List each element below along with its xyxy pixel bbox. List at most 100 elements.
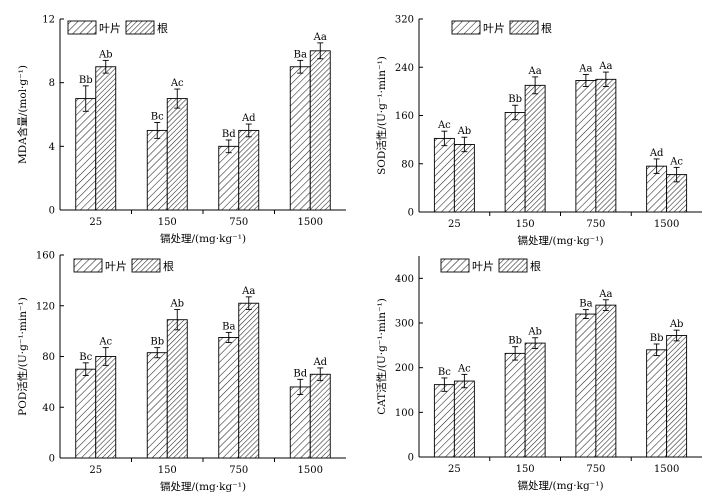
mda-data-label: Aa — [313, 32, 327, 43]
sod-legend-label: 叶片 — [483, 22, 505, 35]
pod-y-tick-label: 80 — [42, 352, 55, 363]
sod-y-tick-label: 320 — [395, 15, 414, 26]
cat-x-tick-label: 25 — [448, 464, 461, 475]
mda-data-label: Bc — [151, 111, 164, 122]
cat-data-label: Bb — [650, 333, 664, 344]
sod-chart-panel: 0 80 160 240 320 25 Ac Ab 150 Bb Aa 750 Aa Aa 1500 Ad Ac… — [356, 0, 712, 249]
mda-bar-root — [95, 66, 117, 211]
pod-x-tick-label: 1500 — [298, 465, 323, 476]
cat-data-label: Aa — [598, 289, 612, 300]
sod-chart: 0 80 160 240 320 25 Ac Ab 150 Bb Aa 750 Aa Aa 1500 Ad Ac… — [375, 15, 702, 247]
pod-bar-root — [95, 356, 117, 459]
pod-data-label: Bb — [150, 337, 164, 348]
sod-bar-root — [453, 143, 475, 213]
sod-y-tick-label: 80 — [401, 159, 414, 170]
mda-y-tick-label: 8 — [49, 78, 55, 89]
mda-x-tick-label: 750 — [229, 217, 248, 228]
pod-data-label: Ba — [222, 321, 235, 332]
mda-data-label: Ab — [98, 49, 113, 60]
pod-data-label: Ab — [169, 299, 184, 310]
pod-data-label: Ac — [98, 337, 112, 348]
mda-bar-leaf — [218, 145, 240, 211]
mda-legend-swatch-leaf — [67, 20, 97, 35]
sod-data-label: Ac — [669, 156, 683, 167]
cat-data-label: Ac — [457, 363, 471, 374]
pod-y-axis-title: POD活性/(U·g⁻¹·min⁻¹) — [16, 297, 29, 416]
sod-legend-swatch-leaf — [451, 20, 481, 35]
mda-data-label: Ba — [294, 49, 307, 60]
mda-data-label: Bd — [222, 129, 236, 140]
mda-legend-label: 根 — [157, 21, 168, 35]
pod-data-label: Bc — [79, 352, 92, 363]
sod-bar-leaf — [504, 112, 526, 213]
sod-data-label: Ad — [649, 148, 664, 159]
sod-bar-root — [595, 78, 617, 213]
mda-x-tick-label: 150 — [158, 217, 177, 228]
cat-bar-leaf — [646, 349, 668, 458]
cat-y-tick-label: 300 — [395, 319, 414, 330]
mda-y-tick-label: 4 — [49, 142, 55, 153]
pod-bar-root — [238, 302, 260, 459]
pod-bar-leaf — [289, 386, 311, 459]
cat-legend-swatch-root — [498, 258, 528, 273]
sod-data-label: Aa — [598, 61, 612, 72]
sod-legend-label: 根 — [541, 21, 552, 35]
pod-legend-swatch-root — [131, 258, 161, 273]
sod-data-label: Aa — [578, 63, 592, 74]
sod-y-tick-label: 240 — [395, 63, 414, 74]
sod-x-axis-title: 镉处理/(mg·kg⁻¹) — [517, 234, 603, 247]
pod-y-tick-label: 0 — [49, 454, 55, 465]
cat-bar-root — [595, 304, 617, 458]
pod-data-label: Aa — [241, 286, 255, 297]
cat-data-label: Ba — [579, 299, 592, 310]
mda-chart-panel: 0 4 8 12 25 Bb Ab 150 Bc Ac 750 Bd Ad 1500 Ba Aa 镉处理/(mg… — [0, 0, 356, 249]
cat-bar-leaf — [504, 352, 526, 458]
pod-y-tick-label: 160 — [36, 251, 55, 262]
pod-y-tick-label: 120 — [36, 301, 55, 312]
mda-bar-root — [166, 98, 188, 211]
mda-bar-root — [309, 50, 331, 211]
pod-x-axis-title: 镉处理/(mg·kg⁻¹) — [160, 480, 246, 493]
mda-data-label: Bb — [79, 75, 93, 86]
pod-x-tick-label: 750 — [229, 465, 248, 476]
mda-y-axis-title: MDA含量/(mol·g⁻¹) — [16, 65, 29, 164]
cat-x-tick-label: 1500 — [654, 464, 679, 475]
cat-bar-leaf — [575, 313, 597, 458]
pod-legend-label: 叶片 — [105, 260, 127, 273]
pod-x-tick-label: 25 — [89, 465, 102, 476]
sod-x-tick-label: 25 — [448, 219, 461, 230]
mda-x-axis-title: 镉处理/(mg·kg⁻¹) — [160, 232, 246, 245]
pod-data-label: Bd — [293, 368, 307, 379]
sod-data-label: Ab — [457, 126, 472, 137]
pod-chart: 0 40 80 120 160 25 Bc Ac 150 Bb Ab 750 Ba Aa 1500 Bd Ad 镉… — [16, 251, 346, 493]
pod-bar-leaf — [146, 352, 168, 459]
pod-data-label: Ad — [312, 357, 327, 368]
mda-bar-leaf — [289, 66, 311, 211]
pod-bar-leaf — [75, 368, 97, 459]
sod-bar-root — [524, 84, 546, 213]
cat-data-label: Bb — [508, 336, 522, 347]
sod-y-tick-label: 0 — [408, 208, 414, 219]
mda-bar-leaf — [75, 98, 97, 211]
cat-y-tick-label: 400 — [395, 274, 414, 285]
pod-x-tick-label: 150 — [158, 465, 177, 476]
mda-bar-leaf — [146, 129, 168, 211]
pod-legend-swatch-leaf — [73, 258, 103, 273]
pod-y-tick-label: 40 — [42, 403, 55, 414]
cat-chart-panel: 0 100 200 300 400 25 Bc Ac 150 Bb Ab 750 Ba Aa 1500 Bb A… — [356, 249, 712, 498]
cat-legend-label: 叶片 — [472, 260, 494, 273]
sod-y-tick-label: 160 — [395, 111, 414, 122]
sod-x-tick-label: 750 — [586, 219, 605, 230]
cat-data-label: Bc — [438, 367, 451, 378]
sod-legend-swatch-root — [509, 20, 539, 35]
mda-y-tick-label: 0 — [49, 206, 55, 217]
mda-chart: 0 4 8 12 25 Bb Ab 150 Bc Ac 750 Bd Ad 1500 Ba Aa 镉处理/(mg… — [16, 15, 346, 245]
cat-bar-leaf — [433, 384, 455, 458]
sod-data-label: Ac — [437, 120, 451, 131]
pod-legend-label: 根 — [163, 259, 174, 273]
pod-chart-panel: 0 40 80 120 160 25 Bc Ac 150 Bb Ab 750 Ba Aa 1500 Bd Ad 镉… — [0, 249, 356, 498]
cat-x-tick-label: 150 — [516, 464, 535, 475]
cat-data-label: Ab — [527, 327, 542, 338]
cat-bar-root — [666, 335, 688, 458]
pod-bar-root — [309, 373, 331, 459]
